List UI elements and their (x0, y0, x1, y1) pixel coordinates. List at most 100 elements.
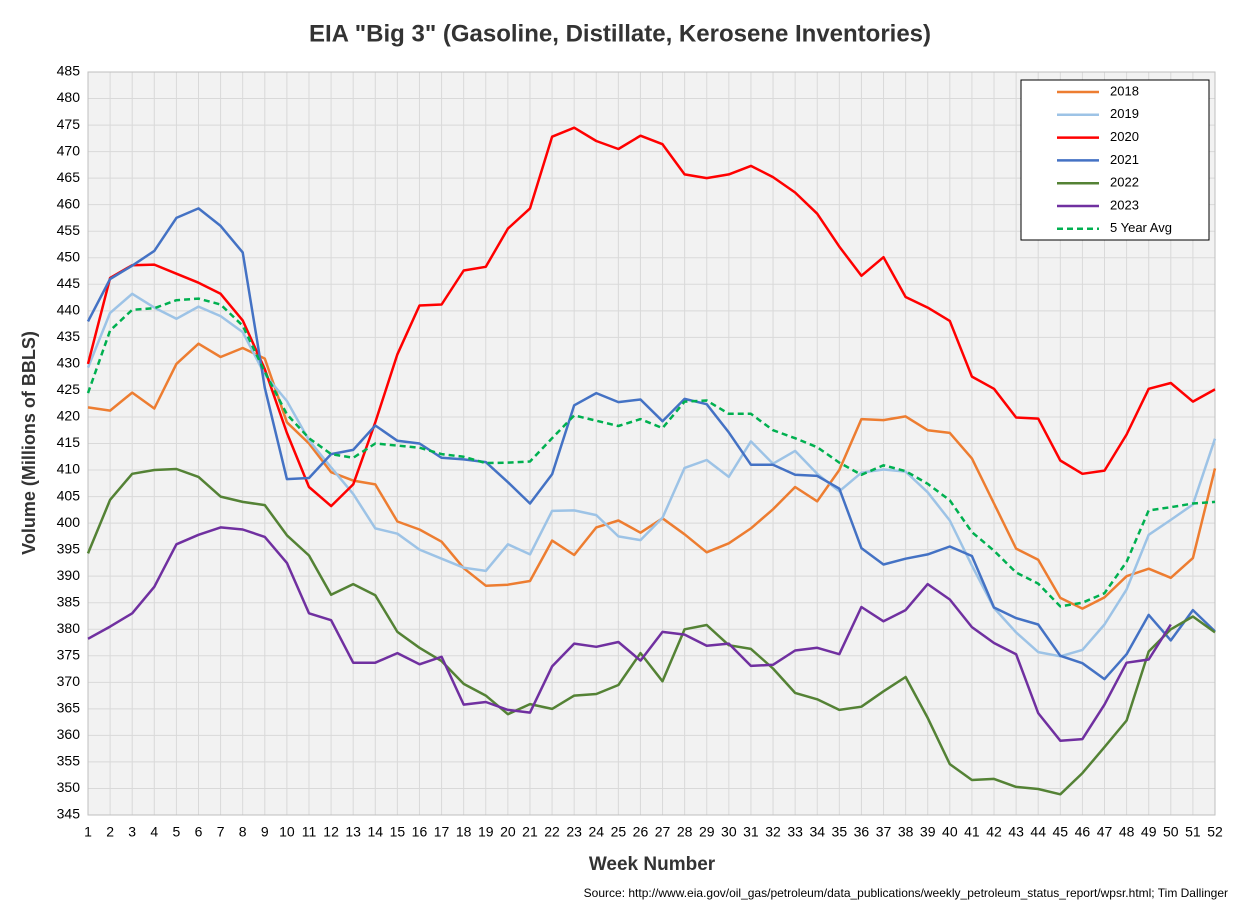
x-tick-label: 39 (920, 824, 936, 840)
y-tick-label: 380 (57, 620, 81, 636)
x-tick-label: 44 (1030, 824, 1046, 840)
legend-box (1020, 79, 1210, 241)
series-line (86, 126, 1216, 508)
y-tick-label: 405 (57, 487, 81, 503)
y-tick-label: 350 (57, 779, 81, 795)
series-line (86, 292, 1217, 658)
y-tick-label: 420 (57, 408, 81, 424)
legend-label: 2018 (1110, 83, 1139, 98)
x-tick-label: 1 (84, 824, 92, 840)
y-tick-label: 390 (57, 567, 81, 583)
x-tick-label: 25 (611, 824, 627, 840)
y-tick-label: 485 (57, 63, 81, 79)
x-tick-label: 43 (1008, 824, 1024, 840)
x-tick-label: 20 (500, 824, 516, 840)
y-tick-label: 435 (57, 328, 81, 344)
y-tick-label: 415 (57, 434, 81, 450)
x-axis-label: Week Number (589, 854, 716, 875)
x-tick-label: 11 (302, 824, 317, 840)
x-tick-label: 34 (809, 824, 825, 840)
series-line (86, 297, 1216, 608)
x-tick-label: 31 (743, 824, 759, 840)
x-tick-label: 46 (1075, 824, 1091, 840)
x-tick-label: 33 (787, 824, 803, 840)
x-tick-label: 36 (854, 824, 870, 840)
x-tick-label: 29 (699, 824, 715, 840)
y-tick-label: 470 (57, 142, 81, 158)
x-tick-label: 26 (633, 824, 649, 840)
x-tick-label: 12 (323, 824, 339, 840)
y-axis-label: Volume (Millions of BBLS) (19, 331, 39, 555)
y-tick-label: 430 (57, 355, 81, 371)
y-tick-label: 475 (57, 116, 81, 132)
legend-label: 2021 (1110, 152, 1139, 167)
x-tick-label: 37 (876, 824, 892, 840)
x-tick-label: 16 (412, 824, 428, 840)
x-tick-label: 18 (456, 824, 472, 840)
x-tick-label: 5 (172, 824, 180, 840)
x-tick-label: 48 (1119, 824, 1135, 840)
x-tick-label: 35 (832, 824, 848, 840)
y-tick-label: 385 (57, 593, 81, 609)
x-tick-label: 28 (677, 824, 693, 840)
x-tick-label: 27 (655, 824, 671, 840)
legend-label: 2020 (1110, 129, 1139, 144)
x-tick-label: 7 (217, 824, 225, 840)
x-tick-label: 9 (261, 824, 269, 840)
chart-title: EIA "Big 3" (Gasoline, Distillate, Keros… (309, 20, 931, 47)
x-tick-label: 21 (522, 824, 538, 840)
source-note: Source: http://www.eia.gov/oil_gas/petro… (584, 886, 1228, 900)
x-tick-label: 47 (1097, 824, 1113, 840)
x-tick-label: 32 (765, 824, 781, 840)
x-tick-label: 4 (150, 824, 158, 840)
y-tick-label: 365 (57, 700, 81, 716)
x-tick-label: 51 (1185, 824, 1201, 840)
x-tick-label: 49 (1141, 824, 1157, 840)
y-tick-label: 395 (57, 540, 81, 556)
y-tick-label: 345 (57, 806, 81, 822)
legend-label: 2022 (1110, 175, 1139, 190)
legend-label: 2019 (1110, 106, 1139, 121)
x-tick-label: 24 (588, 824, 604, 840)
x-tick-label: 10 (279, 824, 295, 840)
y-tick-label: 450 (57, 248, 81, 264)
legend-label: 5 Year Avg (1110, 220, 1172, 235)
x-tick-label: 52 (1207, 824, 1223, 840)
x-tick-label: 30 (721, 824, 737, 840)
x-tick-label: 13 (345, 824, 361, 840)
x-tick-label: 15 (390, 824, 406, 840)
x-tick-label: 6 (195, 824, 203, 840)
plot-border (87, 71, 1216, 816)
y-tick-label: 455 (57, 222, 81, 238)
legend-label: 2023 (1110, 197, 1139, 212)
x-tick-label: 8 (239, 824, 247, 840)
x-tick-label: 41 (964, 824, 980, 840)
x-tick-label: 50 (1163, 824, 1179, 840)
x-tick-label: 40 (942, 824, 958, 840)
y-tick-label: 425 (57, 381, 81, 397)
x-tick-label: 42 (986, 824, 1002, 840)
y-tick-label: 375 (57, 646, 81, 662)
series-line (86, 207, 1216, 681)
y-tick-label: 460 (57, 195, 81, 211)
y-tick-label: 445 (57, 275, 81, 291)
y-tick-label: 465 (57, 169, 81, 185)
series-line (86, 467, 1216, 796)
y-tick-label: 355 (57, 753, 81, 769)
y-tick-label: 440 (57, 302, 81, 318)
y-tick-label: 400 (57, 514, 81, 530)
series-line (87, 526, 1172, 742)
x-tick-label: 22 (544, 824, 560, 840)
x-tick-label: 3 (128, 824, 136, 840)
y-tick-label: 410 (57, 461, 81, 477)
y-tick-label: 480 (57, 89, 81, 105)
x-tick-label: 17 (434, 824, 450, 840)
x-tick-label: 19 (478, 824, 494, 840)
x-tick-label: 14 (367, 824, 383, 840)
x-tick-label: 2 (106, 824, 114, 840)
y-tick-label: 360 (57, 726, 81, 742)
x-tick-label: 23 (566, 824, 582, 840)
x-tick-label: 45 (1053, 824, 1069, 840)
y-tick-label: 370 (57, 673, 81, 689)
